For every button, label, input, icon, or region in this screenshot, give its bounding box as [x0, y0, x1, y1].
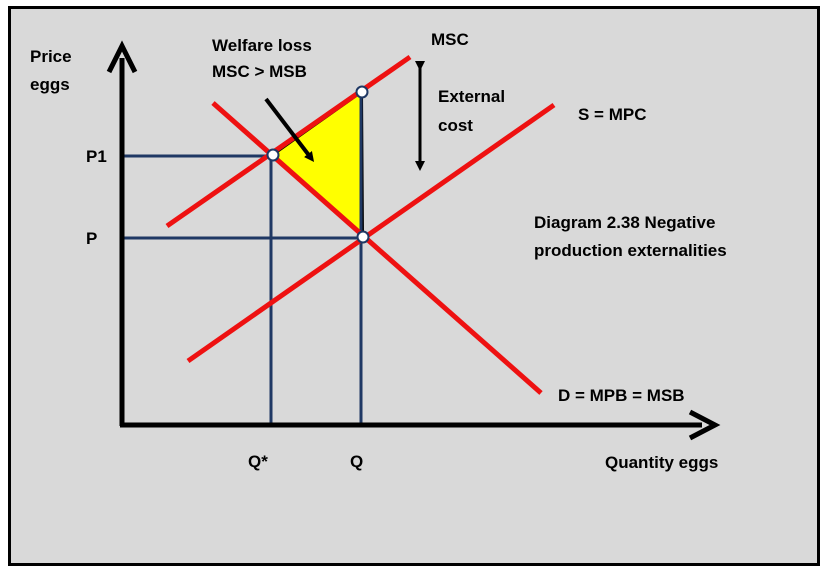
welfare-loss-arrow: [264, 97, 315, 162]
diagram-title-line1: Diagram 2.38 Negative: [534, 213, 715, 232]
y-axis-label-line1: Price: [30, 47, 72, 66]
y-axis-label-line2: eggs: [30, 75, 70, 94]
tick-label-qstar: Q*: [248, 452, 268, 471]
mpc-label: S = MPC: [578, 105, 647, 124]
tick-label-p: P: [86, 229, 97, 248]
msc-curve: [165, 54, 412, 229]
external-cost-label-line1: External: [438, 87, 505, 106]
tick-label-p1: P1: [86, 147, 107, 166]
welfare-loss-label-line1: Welfare loss: [212, 36, 312, 55]
diagram-title-line2: production externalities: [534, 241, 727, 260]
x-axis-label: Quantity eggs: [605, 453, 718, 472]
y-axis-arrowhead: [106, 40, 138, 74]
x-axis-arrowhead: [688, 409, 721, 441]
msc-label: MSC: [431, 30, 469, 49]
chart-frame: [8, 6, 820, 566]
tick-label-q: Q: [350, 452, 363, 471]
mpc-supply-curve: [186, 102, 556, 364]
external-cost-label-line2: cost: [438, 116, 473, 135]
welfare-loss-label-line2: MSC > MSB: [212, 62, 307, 81]
demand-label: D = MPB = MSB: [558, 386, 685, 405]
welfare-loss-area: [271, 90, 365, 240]
point-msc-q: [355, 85, 369, 99]
point-qstar-p1: [266, 148, 280, 162]
point-q-p: [356, 230, 370, 244]
